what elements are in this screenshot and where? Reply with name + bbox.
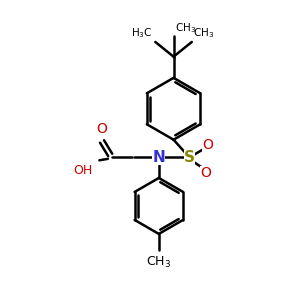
- Text: O: O: [97, 122, 107, 136]
- Text: CH$_3$: CH$_3$: [175, 21, 196, 34]
- Text: CH$_3$: CH$_3$: [146, 255, 171, 270]
- Text: O: O: [200, 166, 211, 180]
- Text: N: N: [152, 150, 165, 165]
- Text: O: O: [202, 138, 213, 152]
- Text: CH$_3$: CH$_3$: [193, 26, 214, 40]
- Text: H$_3$C: H$_3$C: [131, 26, 153, 40]
- Text: OH: OH: [73, 164, 93, 177]
- Text: S: S: [184, 150, 195, 165]
